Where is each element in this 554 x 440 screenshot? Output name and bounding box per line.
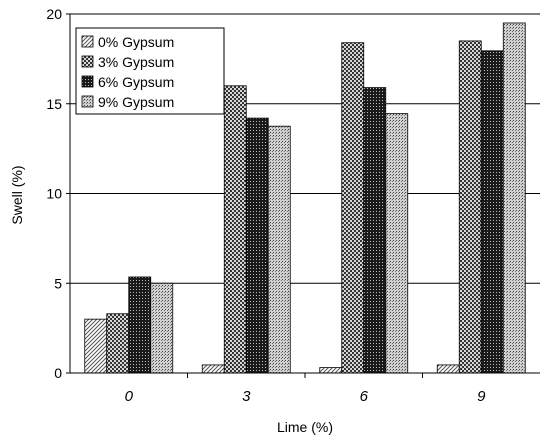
legend-label: 3% Gypsum <box>98 54 174 70</box>
legend: 0% Gypsum 3% Gypsum 6% Gypsum 9% Gypsum <box>75 27 225 115</box>
legend-swatch <box>81 55 94 68</box>
legend-swatch <box>81 75 94 88</box>
bar <box>84 318 108 374</box>
bar <box>480 50 504 374</box>
bar <box>150 282 174 374</box>
tick-labels: 0 5 10 15 20 0 3 6 9 <box>46 6 486 405</box>
legend-label: 0% Gypsum <box>98 34 174 50</box>
bar <box>436 364 460 374</box>
y-tick-label: 15 <box>46 96 62 112</box>
bar <box>128 276 152 374</box>
bars <box>84 22 526 374</box>
y-tick-label: 10 <box>46 186 62 202</box>
bar <box>245 117 269 374</box>
bar <box>341 42 365 374</box>
bar <box>223 85 247 374</box>
y-tick-label: 5 <box>54 275 62 291</box>
bar <box>319 367 343 374</box>
bar <box>502 22 526 374</box>
legend-swatch <box>81 35 94 48</box>
x-tick-label: 6 <box>360 388 369 405</box>
x-tick-label: 9 <box>477 388 486 405</box>
y-tick-label: 20 <box>46 6 62 22</box>
y-tick-label: 0 <box>54 365 62 381</box>
legend-label: 9% Gypsum <box>98 94 174 110</box>
bar <box>106 313 130 374</box>
y-axis-title: Swell (%) <box>9 165 25 224</box>
x-tick-label: 3 <box>242 388 251 405</box>
axes <box>66 13 540 378</box>
bar <box>385 113 409 374</box>
x-axis-title: Lime (%) <box>277 419 333 435</box>
bar <box>201 364 225 374</box>
legend-box <box>75 27 225 115</box>
bar <box>458 40 482 374</box>
legend-swatch <box>81 95 94 108</box>
x-tick-label: 0 <box>125 388 134 405</box>
legend-label: 6% Gypsum <box>98 74 174 90</box>
bar <box>267 125 291 374</box>
bar <box>363 87 387 374</box>
